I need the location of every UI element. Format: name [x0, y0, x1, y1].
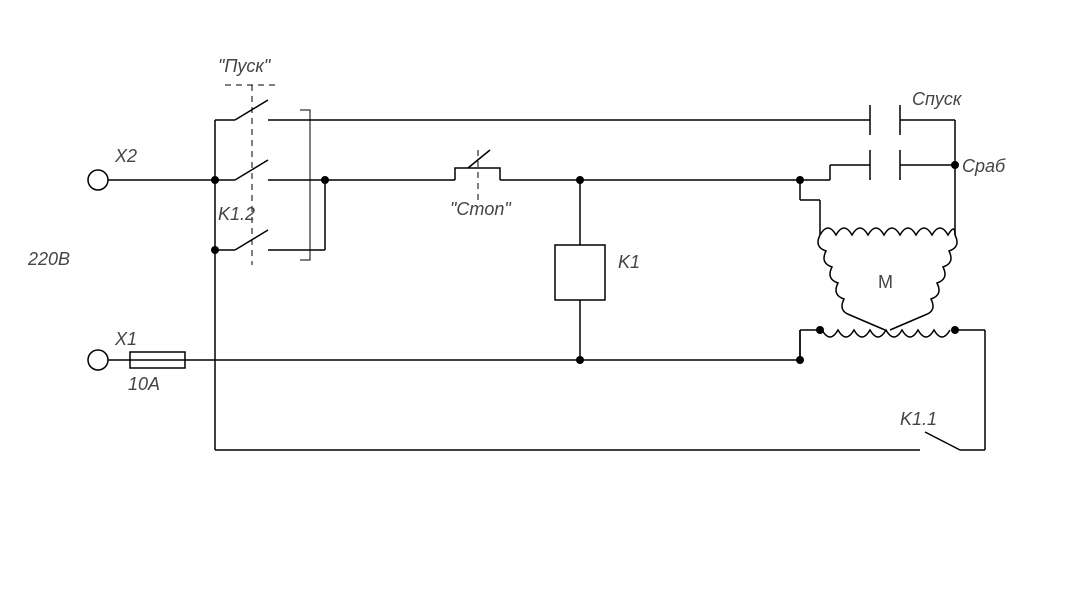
- label-x2: X2: [114, 146, 137, 166]
- label-start: "Пуск": [218, 56, 272, 76]
- label-c-run: Сраб: [962, 156, 1006, 176]
- contact-k1-1: [895, 432, 985, 450]
- label-supply: 220В: [27, 249, 70, 269]
- label-c-start: Спуск: [912, 89, 963, 109]
- label-stop: "Cmon": [450, 199, 512, 219]
- label-k1: K1: [618, 252, 640, 272]
- schematic-canvas: X2 X1 220В 10А "Пуск" K1.2 "Cmon" K1 Спу…: [0, 0, 1084, 604]
- label-motor: M: [878, 272, 893, 292]
- terminal-x1: [88, 350, 108, 370]
- terminal-x2: [88, 170, 108, 190]
- stop-button: [445, 150, 512, 200]
- label-k1-2: K1.2: [218, 204, 255, 224]
- capacitor-start: [870, 105, 900, 135]
- relay-k1: [555, 245, 605, 300]
- capacitor-run: [870, 150, 900, 180]
- label-x1: X1: [114, 329, 137, 349]
- label-k1-1: K1.1: [900, 409, 937, 429]
- label-fuse: 10А: [128, 374, 160, 394]
